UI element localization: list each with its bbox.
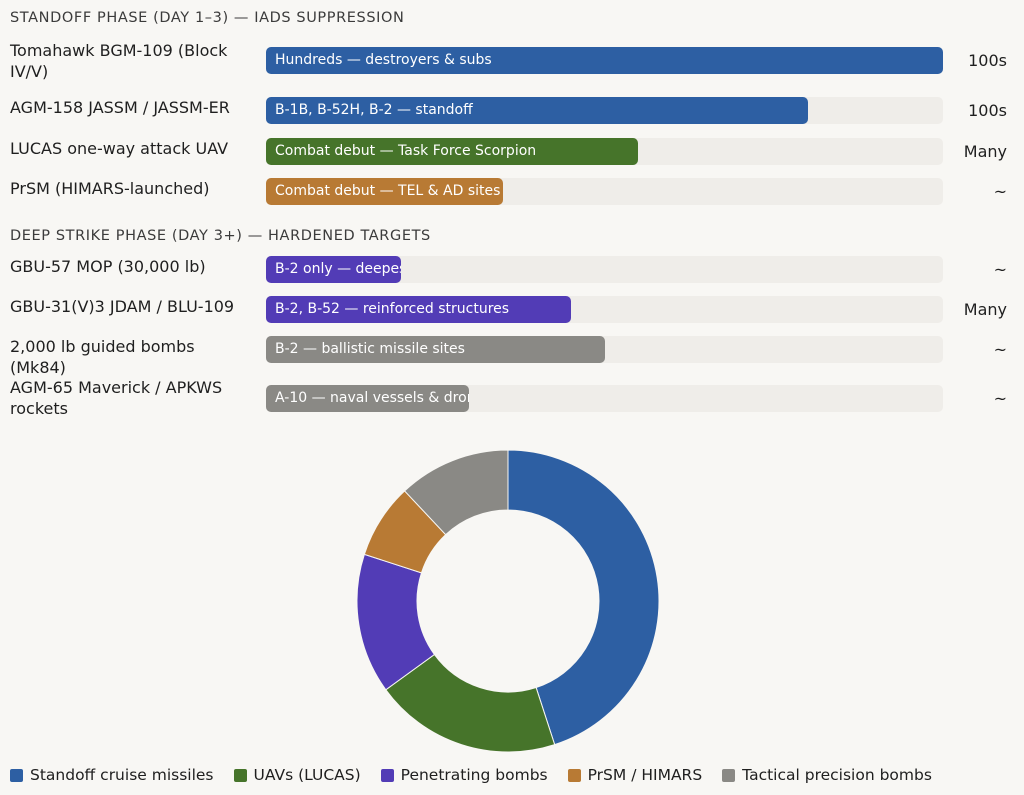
legend-item[interactable]: PrSM / HIMARS — [567, 766, 703, 784]
bar-text: B-2, B-52 — reinforced structures — [275, 301, 510, 317]
legend-swatch — [567, 768, 581, 782]
bar-fill: B-2 only — deepest — [266, 256, 401, 283]
bar-track: B-2 only — deepest — [266, 256, 943, 283]
legend-item[interactable]: UAVs (LUCAS) — [233, 766, 361, 784]
bar-text: B-1B, B-52H, B-2 — standoff — [275, 102, 473, 118]
munition-label: 2,000 lb guided bombs (Mk84) — [10, 337, 195, 377]
bar-fill: Hundreds — destroyers & subs — [266, 47, 943, 74]
quantity-value: ~ — [993, 182, 1007, 201]
bar-fill: A-10 — naval vessels & drones — [266, 385, 469, 412]
bar-fill: B-2, B-52 — reinforced structures — [266, 296, 571, 323]
legend-label: Standoff cruise missiles — [30, 766, 214, 784]
quantity-value: 100s — [968, 51, 1007, 70]
legend-item[interactable]: Penetrating bombs — [380, 766, 548, 784]
donut-slice-standoff-cruise-missiles[interactable] — [507, 449, 660, 746]
bar-track: Hundreds — destroyers & subs — [266, 47, 943, 74]
chart-legend: Standoff cruise missiles UAVs (LUCAS) Pene… — [10, 765, 932, 785]
munition-label: AGM-65 Maverick / APKWS rockets — [10, 378, 223, 418]
quantity-value: ~ — [993, 340, 1007, 359]
legend-label: Tactical precision bombs — [742, 766, 932, 784]
quantity-value: ~ — [993, 389, 1007, 408]
bar-track: B-2, B-52 — reinforced structures — [266, 296, 943, 323]
legend-item[interactable]: Tactical precision bombs — [722, 766, 932, 784]
munition-label: LUCAS one-way attack UAV — [10, 139, 229, 158]
munition-label: Tomahawk BGM-109 (Block IV/V) — [10, 41, 228, 81]
bar-text: B-2 only — deepest — [275, 261, 401, 277]
legend-label: PrSM / HIMARS — [587, 766, 703, 784]
bar-track: A-10 — naval vessels & drones — [266, 385, 943, 412]
legend-swatch — [233, 768, 247, 782]
munition-label: GBU-57 MOP (30,000 lb) — [10, 257, 206, 276]
bar-fill: B-1B, B-52H, B-2 — standoff — [266, 97, 808, 124]
bar-text: Hundreds — destroyers & subs — [275, 52, 492, 68]
bar-text: Combat debut — TEL & AD sites — [275, 183, 501, 199]
bar-track: Combat debut — TEL & AD sites — [266, 178, 943, 205]
munition-label: AGM-158 JASSM / JASSM-ER — [10, 98, 230, 117]
munition-label: GBU-31(V)3 JDAM / BLU-109 — [10, 297, 235, 316]
bar-text: B-2 — ballistic missile sites — [275, 341, 465, 357]
quantity-value: Many — [963, 142, 1007, 161]
bar-track: Combat debut — Task Force Scorpion — [266, 138, 943, 165]
bar-fill: Combat debut — Task Force Scorpion — [266, 138, 638, 165]
legend-swatch — [722, 768, 736, 782]
quantity-value: Many — [963, 300, 1007, 319]
legend-swatch — [380, 768, 394, 782]
bar-text: A-10 — naval vessels & drones — [275, 390, 469, 406]
legend-label: Penetrating bombs — [400, 766, 548, 784]
donut-slice-tactical-precision-bombs[interactable] — [403, 449, 509, 536]
bar-fill: Combat debut — TEL & AD sites — [266, 178, 503, 205]
munitions-donut-chart — [356, 449, 660, 753]
bar-text: Combat debut — Task Force Scorpion — [275, 143, 537, 159]
section-title: DEEP STRIKE PHASE (DAY 3+) — HARDENED TA… — [10, 228, 431, 244]
bar-fill: B-2 — ballistic missile sites — [266, 336, 605, 363]
section-title: STANDOFF PHASE (DAY 1–3) — IADS SUPPRESS… — [10, 10, 405, 26]
bar-track: B-1B, B-52H, B-2 — standoff — [266, 97, 943, 124]
legend-item[interactable]: Standoff cruise missiles — [10, 766, 214, 784]
quantity-value: ~ — [993, 260, 1007, 279]
quantity-value: 100s — [968, 101, 1007, 120]
legend-label: UAVs (LUCAS) — [253, 766, 361, 784]
legend-swatch — [10, 768, 23, 782]
munition-label: PrSM (HIMARS-launched) — [10, 179, 210, 198]
bar-track: B-2 — ballistic missile sites — [266, 336, 943, 363]
